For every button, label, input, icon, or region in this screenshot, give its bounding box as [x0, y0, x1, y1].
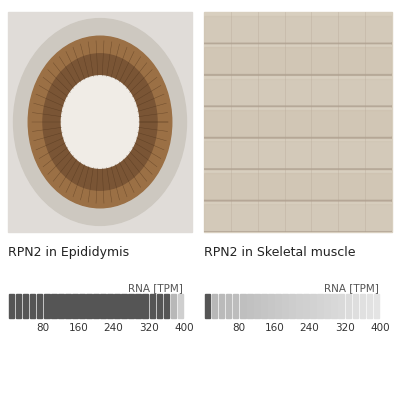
Bar — [310, 294, 316, 318]
Bar — [9, 294, 14, 318]
Circle shape — [28, 36, 172, 208]
FancyArrow shape — [204, 74, 394, 76]
Bar — [324, 294, 330, 318]
FancyArrow shape — [204, 168, 394, 170]
Text: 80: 80 — [233, 323, 246, 333]
Circle shape — [61, 76, 139, 168]
Bar — [204, 142, 392, 169]
Bar — [352, 294, 358, 318]
Bar — [233, 294, 238, 318]
Bar — [268, 294, 274, 318]
Bar — [289, 294, 295, 318]
Bar — [86, 294, 92, 318]
Bar — [204, 47, 392, 75]
FancyArrow shape — [204, 42, 394, 44]
Bar — [261, 294, 267, 318]
Bar — [65, 294, 71, 318]
Bar — [346, 294, 351, 318]
Bar — [212, 294, 217, 318]
Bar — [121, 294, 127, 318]
Bar — [100, 294, 106, 318]
Circle shape — [43, 54, 157, 190]
Bar — [338, 294, 344, 318]
Bar — [282, 294, 288, 318]
Bar — [205, 294, 210, 318]
Bar — [150, 294, 155, 318]
Text: RNA [TPM]: RNA [TPM] — [128, 283, 183, 293]
Bar — [79, 294, 85, 318]
Bar — [23, 294, 28, 318]
Bar — [332, 294, 337, 318]
Bar — [275, 294, 281, 318]
Bar — [296, 294, 302, 318]
FancyArrow shape — [204, 200, 394, 202]
Text: RPN2 in Epididymis: RPN2 in Epididymis — [8, 246, 129, 259]
Text: 80: 80 — [37, 323, 50, 333]
Bar — [226, 294, 232, 318]
Text: RPN2 in Skeletal muscle: RPN2 in Skeletal muscle — [204, 246, 355, 259]
Bar — [156, 294, 162, 318]
Text: 400: 400 — [174, 323, 194, 333]
Bar — [219, 294, 224, 318]
Text: 320: 320 — [139, 323, 159, 333]
Bar — [204, 173, 392, 200]
Text: 320: 320 — [335, 323, 355, 333]
Bar — [72, 294, 78, 318]
Text: 160: 160 — [68, 323, 88, 333]
Bar — [93, 294, 99, 318]
Bar — [114, 294, 120, 318]
Bar — [303, 294, 309, 318]
Text: 160: 160 — [264, 323, 284, 333]
Bar — [204, 204, 392, 232]
Bar — [37, 294, 42, 318]
Bar — [254, 294, 260, 318]
Text: 240: 240 — [300, 323, 320, 333]
Bar — [317, 294, 323, 318]
Bar — [51, 294, 56, 318]
Text: 400: 400 — [370, 323, 390, 333]
Bar — [204, 16, 392, 44]
Circle shape — [14, 18, 186, 225]
Bar — [374, 294, 379, 318]
Bar — [128, 294, 134, 318]
FancyArrow shape — [204, 137, 394, 139]
Bar — [240, 294, 246, 318]
Bar — [58, 294, 64, 318]
Bar — [107, 294, 113, 318]
Bar — [367, 294, 372, 318]
Text: RNA [TPM]: RNA [TPM] — [324, 283, 379, 293]
Bar — [44, 294, 50, 318]
Bar — [171, 294, 176, 318]
Bar — [142, 294, 148, 318]
Bar — [204, 110, 392, 138]
Text: 240: 240 — [104, 323, 124, 333]
FancyArrow shape — [204, 105, 394, 107]
Bar — [30, 294, 36, 318]
Bar — [16, 294, 21, 318]
Bar — [178, 294, 183, 318]
Bar — [247, 294, 252, 318]
Bar — [164, 294, 169, 318]
FancyArrow shape — [204, 231, 394, 233]
Bar — [204, 79, 392, 106]
Bar — [360, 294, 365, 318]
Bar — [136, 294, 141, 318]
